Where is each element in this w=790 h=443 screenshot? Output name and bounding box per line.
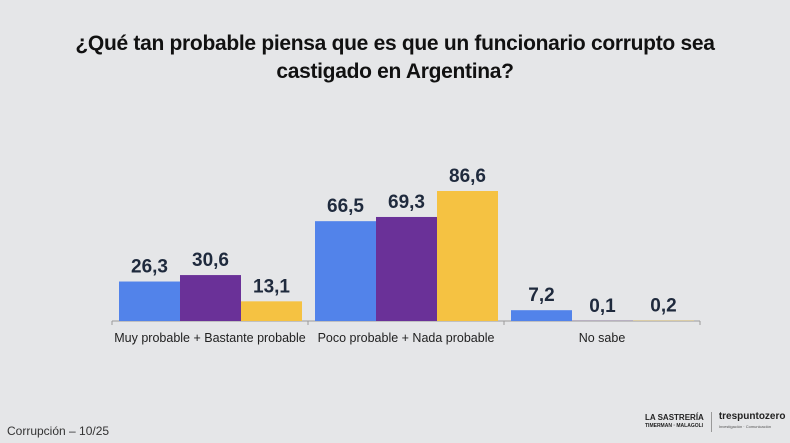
bar: [119, 281, 180, 321]
footer-caption: Corrupción – 10/25: [7, 424, 110, 438]
data-label: 69,3: [388, 192, 425, 213]
data-label: 30,6: [192, 250, 229, 271]
data-label: 66,5: [327, 196, 364, 217]
data-label: 26,3: [131, 257, 168, 278]
logo1-text: LA SASTRERÍA: [645, 413, 704, 422]
la-sastreria-logo: LA SASTRERÍA TIMERMAN · MALAGOLI: [645, 414, 704, 430]
category-label: Muy probable + Bastante probable: [114, 331, 305, 345]
data-label: 7,2: [528, 285, 554, 306]
logos: LA SASTRERÍA TIMERMAN · MALAGOLI trespunt…: [645, 412, 786, 432]
data-label: 86,6: [449, 166, 486, 187]
bar: [315, 221, 376, 321]
category-label: Poco probable + Nada probable: [318, 331, 495, 345]
bar: [241, 301, 302, 321]
chart-title: ¿Qué tan probable piensa que es que un f…: [75, 32, 715, 83]
logo1-subtext: TIMERMAN · MALAGOLI: [645, 423, 704, 429]
bar: [376, 216, 437, 321]
bar: [437, 191, 498, 321]
data-label: 13,1: [253, 276, 290, 297]
bar: [511, 310, 572, 321]
data-label: 0,2: [650, 296, 676, 317]
category-label: No sabe: [579, 331, 626, 345]
logo2-text: trespuntozero: [718, 411, 786, 422]
bar: [180, 275, 241, 321]
logo-divider: [710, 412, 712, 432]
trespuntozero-logo: trespuntozero Investigación · Comunicació…: [719, 412, 786, 432]
logo2-subtext: Investigación · Comunicación: [718, 424, 772, 429]
data-label: 0,1: [589, 296, 616, 317]
